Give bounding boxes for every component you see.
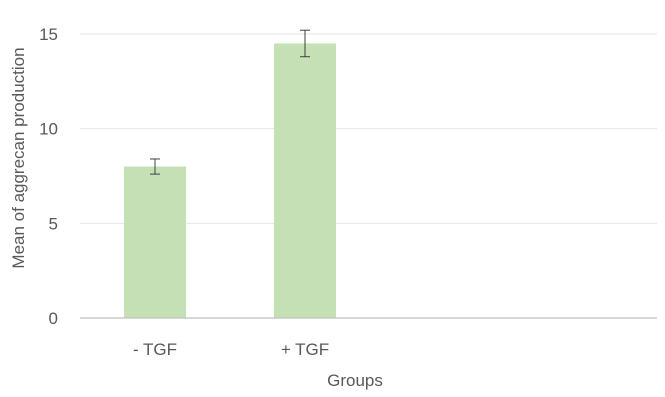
- y-tick-labels: 0 5 10 15: [39, 25, 58, 328]
- y-tick-label: 15: [39, 25, 58, 44]
- error-bar: [150, 158, 160, 175]
- y-tick-label: 0: [49, 309, 58, 328]
- x-axis-title: Groups: [327, 371, 383, 390]
- bar: [124, 166, 186, 318]
- error-bar: [300, 29, 310, 58]
- error-bars: [150, 29, 310, 175]
- y-tick-label: 5: [49, 214, 58, 233]
- y-tick-label: 10: [39, 120, 58, 139]
- x-tick-label: + TGF: [281, 340, 329, 359]
- bars: [124, 43, 336, 318]
- bar: [274, 43, 336, 318]
- x-tick-labels: - TGF + TGF: [133, 340, 329, 359]
- y-axis-title: Mean of aggrecan production: [9, 47, 28, 268]
- x-tick-label: - TGF: [133, 340, 177, 359]
